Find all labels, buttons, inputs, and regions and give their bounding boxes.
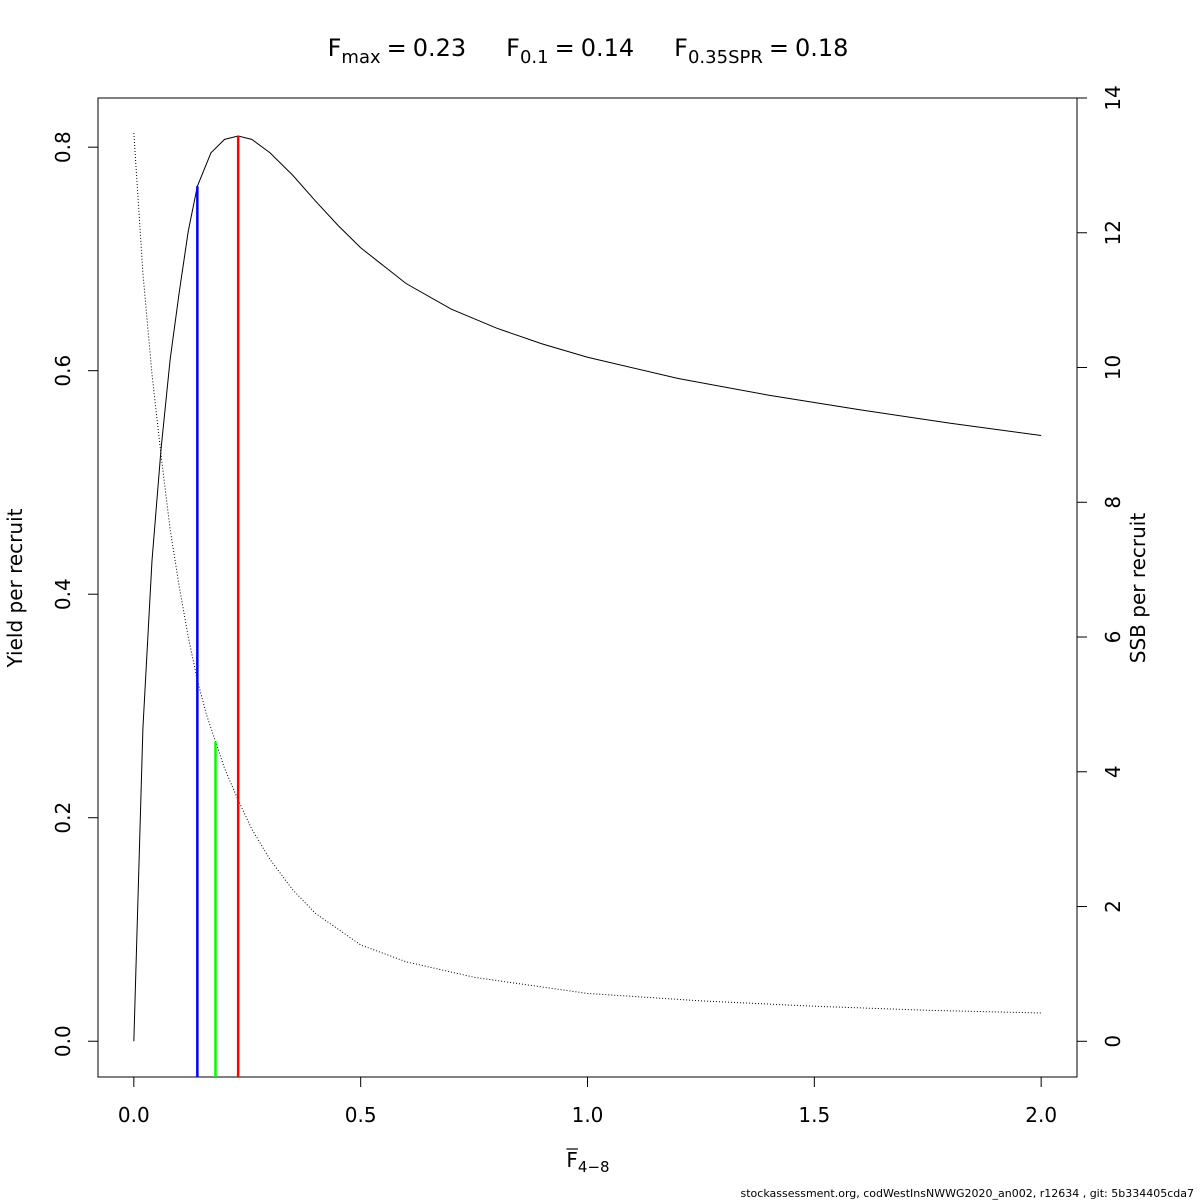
title-value: 0.23 xyxy=(413,34,466,62)
series-line xyxy=(133,133,1042,1014)
y2-tick-label: 10 xyxy=(1101,355,1125,380)
title-symbol: F xyxy=(506,34,520,62)
series-line xyxy=(133,135,1042,1042)
y-tick-label: 0.2 xyxy=(51,802,75,834)
chart-title: Fmax = 0.23 F0.1 = 0.14 F0.35SPR = 0.18 xyxy=(328,34,849,68)
title-subscript: max xyxy=(341,47,381,68)
x-tick-label: 2.0 xyxy=(1025,1103,1057,1127)
y-tick-label: 0.8 xyxy=(51,131,75,163)
y-tick-label: 0.6 xyxy=(51,355,75,387)
y2-tick-label: 4 xyxy=(1101,765,1125,778)
title-equals: = xyxy=(387,34,407,62)
x-axis-label: F4−8 xyxy=(566,1148,609,1176)
y2-tick-label: 0 xyxy=(1101,1035,1125,1048)
title-symbol: F xyxy=(674,34,688,62)
title-value: 0.18 xyxy=(795,34,848,62)
footer: stockassessment.org, codWestInsNWWG2020_… xyxy=(741,1187,1194,1200)
title-symbol: F xyxy=(328,34,342,62)
y-tick-label: 0.4 xyxy=(51,578,75,610)
plot-frame xyxy=(97,97,1078,1078)
y2-axis-label: SSB per recruit xyxy=(1126,513,1150,664)
y2-tick-label: 12 xyxy=(1101,220,1125,245)
y2-tick-label: 6 xyxy=(1101,631,1125,644)
y-tick-label: 0.0 xyxy=(51,1025,75,1057)
title-subscript: 0.35SPR xyxy=(688,47,763,68)
x-tick-label: 1.0 xyxy=(572,1103,604,1127)
x-tick-label: 1.5 xyxy=(798,1103,830,1127)
y-axis-label: Yield per recruit xyxy=(3,508,27,668)
x-tick-label: 0.5 xyxy=(345,1103,377,1127)
x-label-symbol: F xyxy=(566,1148,578,1172)
title-value: 0.14 xyxy=(581,34,634,62)
x-label-subscript: 4−8 xyxy=(578,1158,610,1176)
y2-tick-label: 8 xyxy=(1101,496,1125,509)
title-subscript: 0.1 xyxy=(520,47,549,68)
y2-tick-label: 14 xyxy=(1101,85,1125,110)
x-tick-label: 0.0 xyxy=(118,1103,150,1127)
y2-tick-label: 2 xyxy=(1101,900,1125,913)
title-equals: = xyxy=(555,34,575,62)
title-equals: = xyxy=(769,34,789,62)
